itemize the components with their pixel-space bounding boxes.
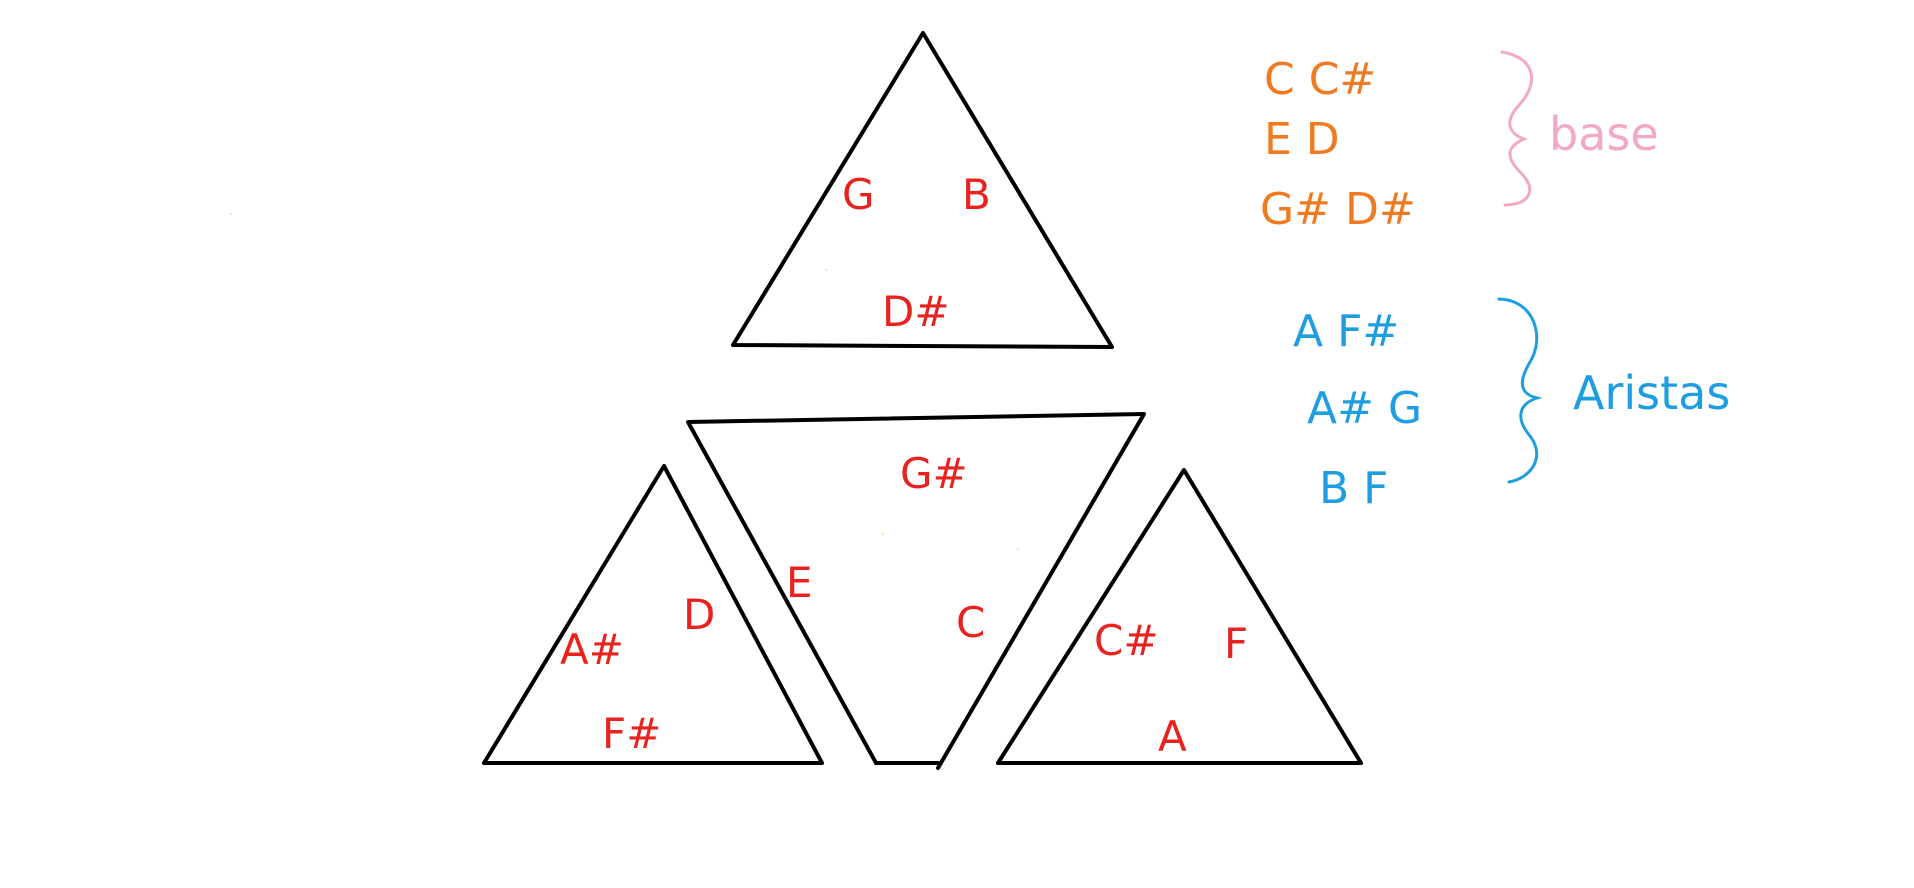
triangle-center-label-top: G# [900, 449, 968, 498]
speck-dot [229, 212, 233, 216]
triangle-right-group: C# F A [996, 468, 1363, 765]
triangle-top-label-left: G [842, 170, 875, 219]
triangle-center [686, 412, 1146, 770]
legend-base: C C# E D G# D# base [1260, 50, 1659, 235]
triangle-center-label-left: E [786, 558, 813, 607]
triangle-left-label-left: A# [560, 625, 624, 674]
triangle-right [996, 468, 1363, 765]
triangle-top [731, 31, 1114, 349]
triangle-right-label-left: C# [1094, 616, 1159, 665]
legend-aristas-title: Aristas [1573, 366, 1730, 420]
triangle-right-label-right: F [1224, 619, 1248, 668]
legend-base-line-3: G# D# [1260, 184, 1416, 235]
base-brace [1500, 50, 1534, 207]
speck-dot [1016, 547, 1020, 551]
legend-aristas: A F# A# G B F Aristas [1293, 297, 1730, 514]
triangle-top-label-right: B [962, 170, 991, 219]
speck-dot [881, 532, 885, 536]
legend-base-title: base [1549, 107, 1659, 161]
triangle-left-label-right: D [683, 590, 715, 639]
legend-aristas-line-2: A# G [1307, 383, 1422, 434]
legend-aristas-line-1: A F# [1293, 306, 1399, 357]
triangle-right-label-bottom: A [1158, 712, 1187, 761]
legend-aristas-line-3: B F [1319, 463, 1388, 514]
triangle-top-label-bottom: D# [882, 287, 950, 336]
speck-dot [824, 268, 828, 272]
legend-base-line-1: C C# [1264, 54, 1376, 105]
legend-base-line-2: E D [1264, 114, 1340, 165]
triangle-left-label-bottom: F# [602, 709, 661, 758]
triangle-top-group: G B D# [731, 31, 1114, 349]
aristas-brace [1497, 297, 1543, 484]
triangle-left-group: A# D F# [482, 464, 824, 765]
triangle-center-label-right: C [956, 598, 985, 647]
triangle-center-group: G# E C [686, 412, 1146, 770]
triangle-left [482, 464, 824, 765]
